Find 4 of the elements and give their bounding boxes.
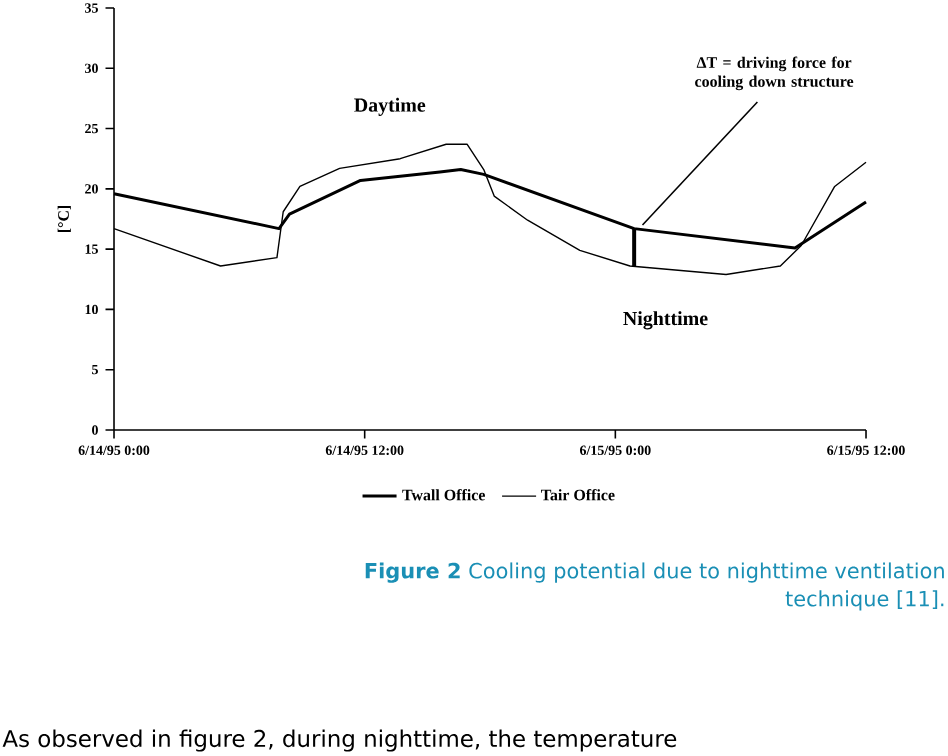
text: Figure 2 Cooling potential due to nighttime ventilation technique [11]. <box>365 562 944 611</box>
annotation: Nighttime <box>623 311 708 330</box>
text: As observed in figure 2, during nighttime, the temperature <box>2 729 677 752</box>
annotation: Daytime <box>354 97 426 116</box>
